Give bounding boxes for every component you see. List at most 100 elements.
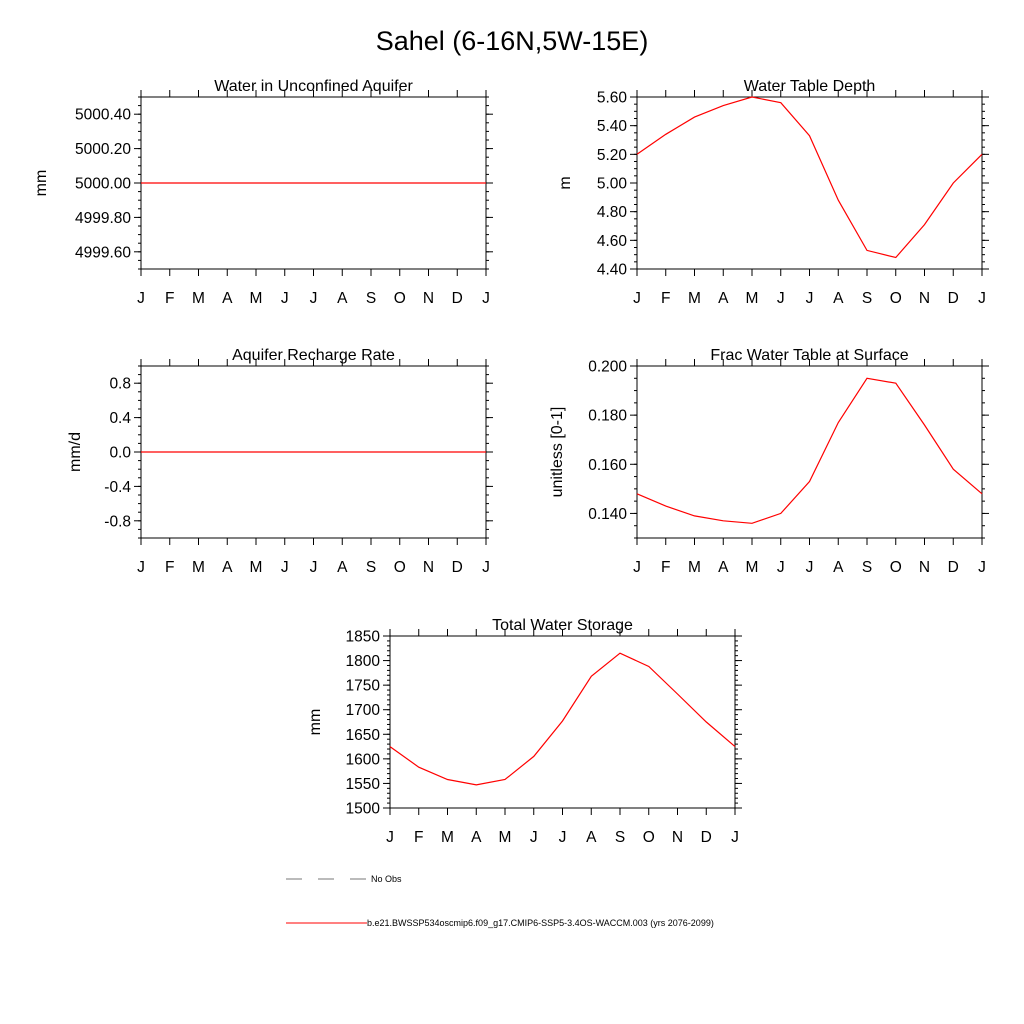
y-tick-label: 1600 [346,751,381,768]
x-tick-label: M [192,290,205,307]
x-tick-label: S [862,559,872,576]
y-tick-label: 4.60 [597,233,628,250]
x-tick-label: J [731,829,739,846]
x-tick-label: A [586,829,597,846]
x-tick-label: M [250,559,263,576]
panel-unconfined-aquifer: Water in Unconfined Aquifer mm 4999.60 4999… [33,78,493,307]
figure-title: Sahel (6-16N,5W-15E) [376,26,649,56]
x-tick-label: D [948,559,959,576]
series-line [389,652,736,786]
x-tick-label: A [222,290,233,307]
y-tick-label: 5.20 [597,147,628,164]
panel-total-water-storage: Total Water Storage mm 1500 1550 1600 1650 170… [307,617,742,846]
x-tick-label: J [559,829,567,846]
x-tick-label: J [281,290,289,307]
panel-title: Water Table Depth [744,78,876,95]
x-tick-label: O [890,290,902,307]
y-axis-label: mm/d [67,432,84,472]
x-tick-label: D [948,290,959,307]
x-tick-label: A [833,290,844,307]
x-tick-label: A [718,290,729,307]
x-tick-label: A [718,559,729,576]
x-tick-label: J [281,559,289,576]
x-tick-label: J [633,559,641,576]
panel-title: Total Water Storage [492,617,633,634]
x-tick-label: N [672,829,683,846]
x-tick-label: F [165,559,174,576]
x-tick-label: J [386,829,394,846]
x-tick-label: F [661,290,670,307]
panel-title: Water in Unconfined Aquifer [214,78,413,95]
y-tick-label: 1700 [346,702,381,719]
panel-recharge-rate: Aquifer Recharge Rate mm/d -0.8 -0.4 0.0 0.4 0… [67,347,493,576]
x-tick-label: S [615,829,625,846]
x-tick-label: O [394,290,406,307]
y-tick-label: 5000.40 [75,107,131,124]
legend: No Obs b.e21.BWSSP534oscmip6.f09_g17.CMI… [286,874,714,928]
y-axis-label: m [557,176,574,189]
x-tick-label: O [890,559,902,576]
x-tick-label: D [452,559,463,576]
x-tick-label: J [482,559,490,576]
x-tick-label: O [394,559,406,576]
series-line [636,377,983,524]
y-tick-label: 1650 [346,727,381,744]
x-tick-label: J [806,290,814,307]
plot-frame [389,635,736,809]
x-tick-label: F [661,559,670,576]
x-tick-label: M [746,290,759,307]
x-tick-label: M [250,290,263,307]
y-tick-label: 5.60 [597,90,628,107]
x-tick-label: S [366,559,376,576]
x-tick-label: J [137,559,145,576]
y-tick-label: 4999.60 [75,244,131,261]
y-tick-label: 4.80 [597,204,628,221]
x-tick-label: A [337,290,348,307]
x-tick-label: M [499,829,512,846]
legend-obs-label: No Obs [371,874,402,884]
y-tick-label: 0.4 [109,410,131,427]
x-tick-label: M [688,559,701,576]
panel-water-table-depth: Water Table Depth m 4.40 4.60 4.80 5.00 5.20 5.… [557,78,989,307]
x-tick-label: J [777,559,785,576]
y-tick-label: 0.160 [588,457,627,474]
panel-title: Aquifer Recharge Rate [232,347,395,364]
y-tick-label: 1500 [346,801,381,818]
panel-frac-water-table: Frac Water Table at Surface unitless [0-1… [549,347,989,576]
x-tick-label: F [414,829,423,846]
y-tick-label: 1800 [346,653,381,670]
x-tick-label: N [423,290,434,307]
x-tick-label: J [633,290,641,307]
x-tick-label: M [746,559,759,576]
x-tick-label: J [482,290,490,307]
y-tick-label: 0.140 [588,506,627,523]
plot-frame [636,96,983,270]
y-tick-label: 1750 [346,678,381,695]
legend-model-label: b.e21.BWSSP534oscmip6.f09_g17.CMIP6-SSP5… [367,918,714,928]
y-tick-label: 0.180 [588,408,627,425]
x-tick-label: A [833,559,844,576]
x-tick-label: A [337,559,348,576]
x-tick-label: M [688,290,701,307]
x-tick-label: M [441,829,454,846]
y-tick-label: 4999.80 [75,210,131,227]
y-tick-label: 1550 [346,776,381,793]
plot-frame [636,365,983,539]
x-tick-label: J [806,559,814,576]
x-tick-label: N [919,290,930,307]
y-tick-label: 5000.00 [75,176,131,193]
y-tick-label: 1850 [346,629,381,646]
y-tick-label: -0.4 [104,479,131,496]
x-tick-label: J [310,290,318,307]
y-tick-label: 0.0 [109,445,131,462]
x-tick-label: O [643,829,655,846]
series-line [636,96,983,259]
x-tick-label: A [222,559,233,576]
x-tick-label: J [530,829,538,846]
y-axis-label: mm [307,709,324,736]
x-tick-label: S [366,290,376,307]
x-tick-label: J [777,290,785,307]
panel-title: Frac Water Table at Surface [710,347,908,364]
y-tick-label: 5.40 [597,118,628,135]
